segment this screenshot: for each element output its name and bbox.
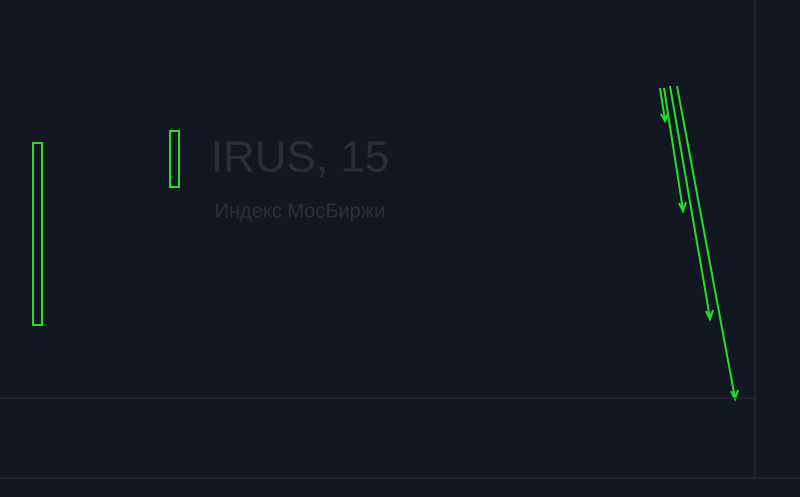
watermark-title: IRUS, 15 bbox=[211, 133, 390, 182]
arrow-head bbox=[705, 309, 714, 322]
arrow bbox=[663, 87, 684, 211]
arrow-head bbox=[730, 389, 739, 402]
arrow bbox=[659, 87, 666, 121]
arrow-head bbox=[660, 112, 669, 124]
highlight-box bbox=[32, 142, 43, 326]
arrow-head bbox=[678, 201, 687, 214]
highlight-box bbox=[169, 130, 180, 188]
arrow bbox=[676, 85, 736, 399]
watermark-subtitle: Индекс МосБиржи bbox=[215, 200, 386, 222]
arrow bbox=[669, 85, 711, 319]
drawings bbox=[32, 85, 739, 402]
